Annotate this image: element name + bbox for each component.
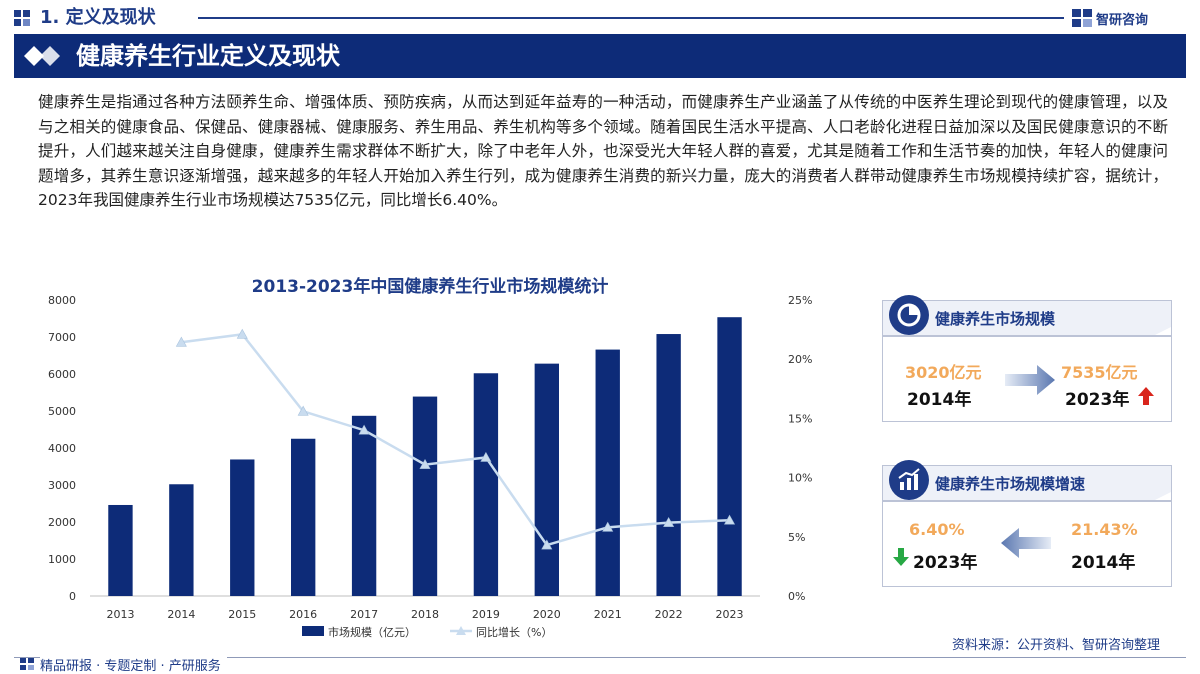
logo-text: 智研咨询 <box>1096 12 1149 28</box>
growth-rate-card: 健康养生市场规模增速 6.40% 2023年 21.43% 2014年 <box>882 460 1172 587</box>
x-axis-label: 2019 <box>472 608 500 621</box>
chart-title: 2013-2023年中国健康养生行业市场规模统计 <box>251 277 609 297</box>
left-axis-tick: 7000 <box>48 331 76 344</box>
bar-2015 <box>230 459 255 596</box>
growth-point-2021 <box>602 521 614 532</box>
x-axis-label: 2014 <box>167 608 195 621</box>
x-axis-label: 2023 <box>716 608 744 621</box>
data-source: 资料来源：公开资料、智研咨询整理 <box>951 638 1160 653</box>
legend-line-marker <box>456 626 466 635</box>
left-axis-tick: 2000 <box>48 516 76 529</box>
right-axis-tick: 25% <box>788 294 812 307</box>
legend-line-label: 同比增长（%） <box>476 625 552 639</box>
left-axis-tick: 0 <box>69 590 76 603</box>
left-axis-tick: 5000 <box>48 405 76 418</box>
chart-pie-icon <box>889 295 929 335</box>
size-2023-value: 7535亿元 <box>1061 363 1138 382</box>
header-divider <box>198 17 1064 19</box>
footer-logo-icon <box>20 658 34 670</box>
growth-2014-value: 21.43% <box>1071 520 1138 539</box>
logo-icon <box>1072 9 1092 27</box>
left-axis-tick: 1000 <box>48 553 76 566</box>
bar-2021 <box>595 349 620 596</box>
bar-2017 <box>351 415 377 596</box>
right-axis-tick: 5% <box>788 531 805 544</box>
right-axis-tick: 0% <box>788 590 805 603</box>
arrow-right-icon <box>1005 365 1055 395</box>
bar-2023 <box>717 317 742 596</box>
left-axis-tick: 3000 <box>48 479 76 492</box>
growth-point-2023 <box>724 514 736 525</box>
banner-title: 健康养生行业定义及现状 <box>76 42 340 70</box>
market-size-card: 健康养生市场规模 3020亿元 2014年 7535亿元 2023年 <box>882 295 1172 422</box>
bar-2018 <box>412 396 438 596</box>
bar-2016 <box>291 438 316 596</box>
growth-card-title: 健康养生市场规模增速 <box>935 475 1086 493</box>
x-axis-label: 2013 <box>106 608 134 621</box>
left-axis-tick: 6000 <box>48 368 76 381</box>
market-size-card-title: 健康养生市场规模 <box>935 310 1056 328</box>
right-axis-tick: 10% <box>788 472 812 485</box>
growth-point-2019 <box>480 451 492 462</box>
x-axis-label: 2017 <box>350 608 378 621</box>
x-axis-label: 2021 <box>594 608 622 621</box>
size-2014-year: 2014年 <box>907 390 972 410</box>
growth-point-2022 <box>663 516 675 527</box>
left-axis-tick: 8000 <box>48 294 76 307</box>
growth-point-2014 <box>175 336 187 347</box>
right-axis-tick: 20% <box>788 353 812 366</box>
title-banner: 健康养生行业定义及现状 <box>14 34 1186 78</box>
footer-slogan: 精品研报 · 专题定制 · 产研服务 <box>40 655 227 674</box>
market-size-chart: 0 1000 2000 3000 4000 5000 6000 7000 8000 0% 5% 10%… <box>48 294 812 639</box>
arrow-down-icon <box>893 548 909 566</box>
x-axis-label: 2016 <box>289 608 317 621</box>
growth-point-2015 <box>236 328 248 339</box>
card-header-bar <box>883 301 1171 337</box>
growth-2023-year: 2023年 <box>913 553 978 573</box>
growth-point-2017 <box>358 424 370 435</box>
card-header-bar <box>883 466 1171 502</box>
bar-2022 <box>656 334 681 596</box>
diamond-icon <box>24 46 60 66</box>
legend-bar-label: 市场规模（亿元） <box>328 625 416 639</box>
x-axis-label: 2015 <box>228 608 256 621</box>
growth-2014-year: 2014年 <box>1071 553 1136 573</box>
footer-divider <box>14 657 1186 658</box>
arrow-up-icon <box>1138 387 1154 405</box>
size-2014-value: 3020亿元 <box>905 363 982 382</box>
brand-logo: 智研咨询 <box>1072 6 1148 30</box>
x-axis-label: 2020 <box>533 608 561 621</box>
growth-point-2020 <box>541 539 553 550</box>
x-axis-label: 2022 <box>655 608 683 621</box>
right-axis-tick: 15% <box>788 412 812 425</box>
growth-line <box>181 333 730 547</box>
growth-2023-value: 6.40% <box>909 520 965 539</box>
bar-2019 <box>473 373 499 596</box>
bar-2013 <box>108 504 133 596</box>
growth-chart-icon <box>889 460 929 500</box>
legend-bar-swatch <box>302 626 324 636</box>
growth-point-2016 <box>297 405 309 416</box>
arrow-left-icon <box>1001 528 1051 558</box>
growth-point-2018 <box>419 458 431 469</box>
description-text: 健康养生是指通过各种方法颐养生命、增强体质、预防疾病，从而达到延年益寿的一种活动… <box>38 93 1168 209</box>
x-axis-label: 2018 <box>411 608 439 621</box>
bar-2020 <box>534 363 559 596</box>
section-title: 1. 定义及现状 <box>40 7 156 28</box>
size-2023-year: 2023年 <box>1065 390 1130 410</box>
bar-2014 <box>169 484 194 596</box>
left-axis-tick: 4000 <box>48 442 76 455</box>
section-icon <box>14 10 30 26</box>
